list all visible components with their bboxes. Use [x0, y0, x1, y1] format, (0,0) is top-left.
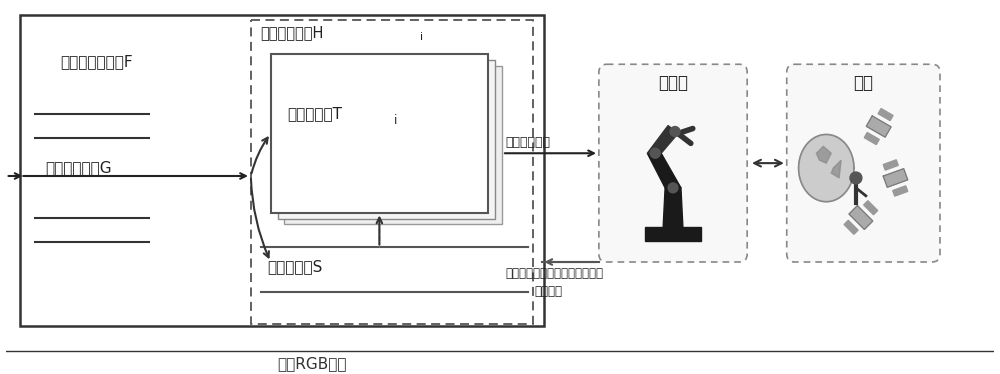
Polygon shape — [647, 126, 678, 153]
Text: 任务预测层T: 任务预测层T — [287, 106, 342, 121]
Polygon shape — [866, 116, 891, 137]
Text: 机械臂: 机械臂 — [658, 74, 688, 92]
FancyBboxPatch shape — [599, 64, 747, 262]
Polygon shape — [883, 169, 908, 187]
Polygon shape — [831, 160, 841, 178]
Text: 任务执行网络H: 任务执行网络H — [261, 25, 324, 40]
Text: 关节角速度、角位移、末端力、: 关节角速度、角位移、末端力、 — [505, 267, 603, 280]
Text: 末端力矩: 末端力矩 — [535, 285, 563, 298]
Text: 任务共享层S: 任务共享层S — [268, 259, 323, 274]
FancyBboxPatch shape — [20, 15, 544, 326]
Polygon shape — [799, 135, 854, 202]
FancyBboxPatch shape — [284, 66, 502, 224]
Polygon shape — [864, 201, 878, 215]
Text: i: i — [420, 32, 423, 42]
Text: 任务表达网络G: 任务表达网络G — [45, 160, 112, 175]
Polygon shape — [816, 146, 831, 163]
Polygon shape — [893, 186, 908, 196]
Circle shape — [850, 172, 862, 184]
Text: 末端RGB图像: 末端RGB图像 — [277, 356, 347, 371]
Text: 多任务策略网络F: 多任务策略网络F — [60, 54, 133, 70]
FancyBboxPatch shape — [787, 64, 940, 262]
FancyBboxPatch shape — [278, 60, 495, 218]
Circle shape — [670, 126, 680, 137]
FancyBboxPatch shape — [271, 54, 488, 212]
Polygon shape — [849, 206, 873, 229]
Polygon shape — [883, 160, 898, 170]
Text: i: i — [394, 114, 398, 127]
Polygon shape — [844, 220, 858, 234]
Polygon shape — [663, 188, 683, 227]
FancyBboxPatch shape — [251, 20, 533, 324]
FancyBboxPatch shape — [645, 227, 701, 241]
Polygon shape — [647, 153, 681, 188]
Polygon shape — [864, 132, 879, 145]
Text: 环境: 环境 — [853, 74, 873, 92]
Polygon shape — [878, 108, 893, 120]
Circle shape — [668, 183, 678, 193]
Text: 关节驱动电压: 关节驱动电压 — [505, 137, 550, 150]
Circle shape — [650, 148, 660, 158]
